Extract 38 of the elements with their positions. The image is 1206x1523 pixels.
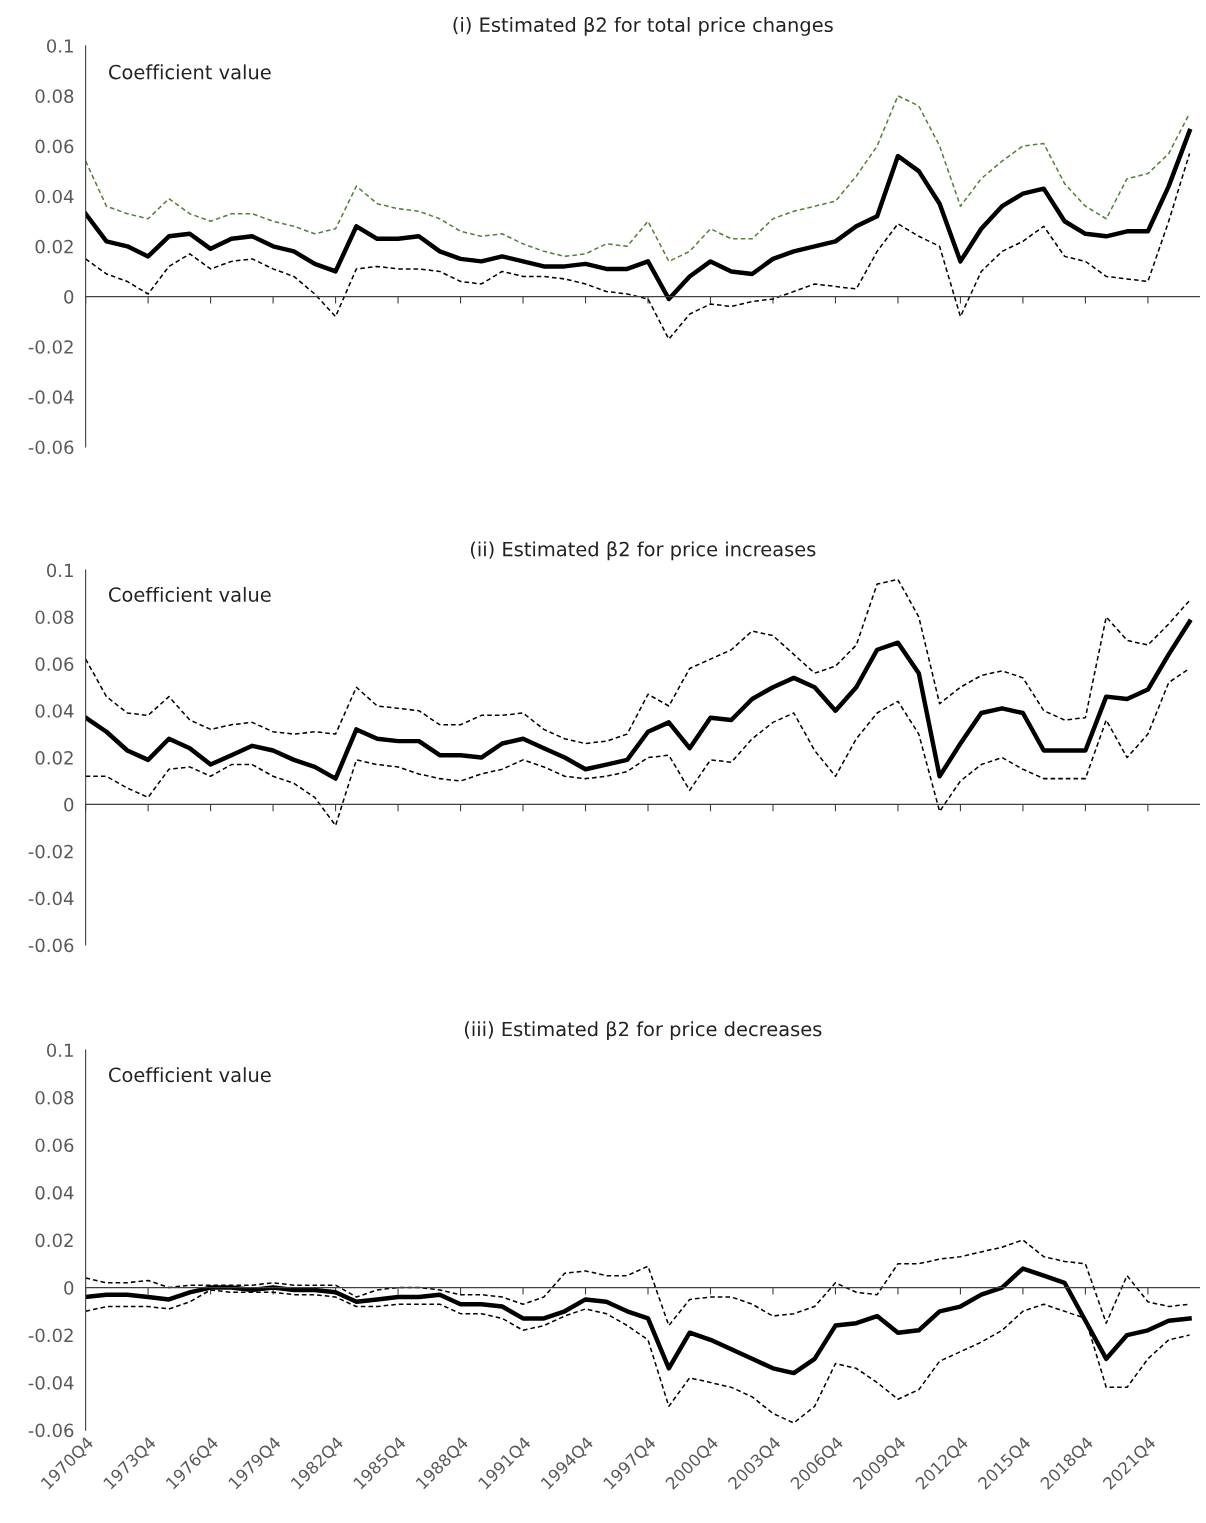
y-tick-label: 0.1 xyxy=(46,563,73,578)
line-series xyxy=(85,578,1191,745)
chart-title: (iii) Estimated β2 for price decreases xyxy=(464,1021,822,1041)
annotation: Coefficient value xyxy=(109,586,271,602)
chart-title: (ii) Estimated β2 for price increases xyxy=(470,541,816,561)
chart-title: (i) Estimated β2 for total price changes xyxy=(453,16,833,36)
y-tick-label: 0.02 xyxy=(35,751,73,765)
y-tick-label: 0 xyxy=(64,797,74,812)
line-series xyxy=(85,152,1191,340)
y-tick-label: 0.06 xyxy=(35,139,74,154)
y-tick-label: -0.04 xyxy=(28,891,74,906)
line-series xyxy=(85,128,1192,302)
y-tick-label: -0.02 xyxy=(28,844,73,859)
y-tick-label: 0.08 xyxy=(35,1090,74,1105)
y-tick-label: 0.1 xyxy=(46,1043,73,1058)
y-tick-label: -0.06 xyxy=(28,1423,74,1438)
y-tick-label: 0.04 xyxy=(35,704,74,718)
annotation: Coefficient value xyxy=(109,1067,271,1083)
y-tick-label: 0.02 xyxy=(35,1233,73,1248)
y-tick-label: 0.08 xyxy=(35,89,74,103)
y-tick-label: 0.04 xyxy=(35,189,74,204)
y-tick-label: 0.1 xyxy=(46,39,73,53)
line-series xyxy=(85,95,1191,263)
y-tick-label: 0.06 xyxy=(35,1138,74,1153)
line-series xyxy=(85,619,1192,781)
y-tick-label: -0.02 xyxy=(28,1328,73,1343)
y-tick-label: -0.06 xyxy=(28,440,74,455)
y-tick-label: -0.06 xyxy=(28,938,74,953)
y-tick-label: 0 xyxy=(64,289,74,304)
y-tick-label: 0.04 xyxy=(35,1185,74,1200)
y-tick-label: 0 xyxy=(64,1281,74,1295)
y-tick-label: -0.04 xyxy=(28,390,74,404)
annotation: Coefficient value xyxy=(109,64,271,80)
y-tick-label: -0.04 xyxy=(28,1376,74,1390)
y-tick-label: 0.08 xyxy=(35,610,74,625)
y-tick-label: 0.02 xyxy=(35,239,73,254)
y-tick-label: 0.06 xyxy=(35,657,74,671)
y-tick-label: -0.02 xyxy=(28,340,73,354)
